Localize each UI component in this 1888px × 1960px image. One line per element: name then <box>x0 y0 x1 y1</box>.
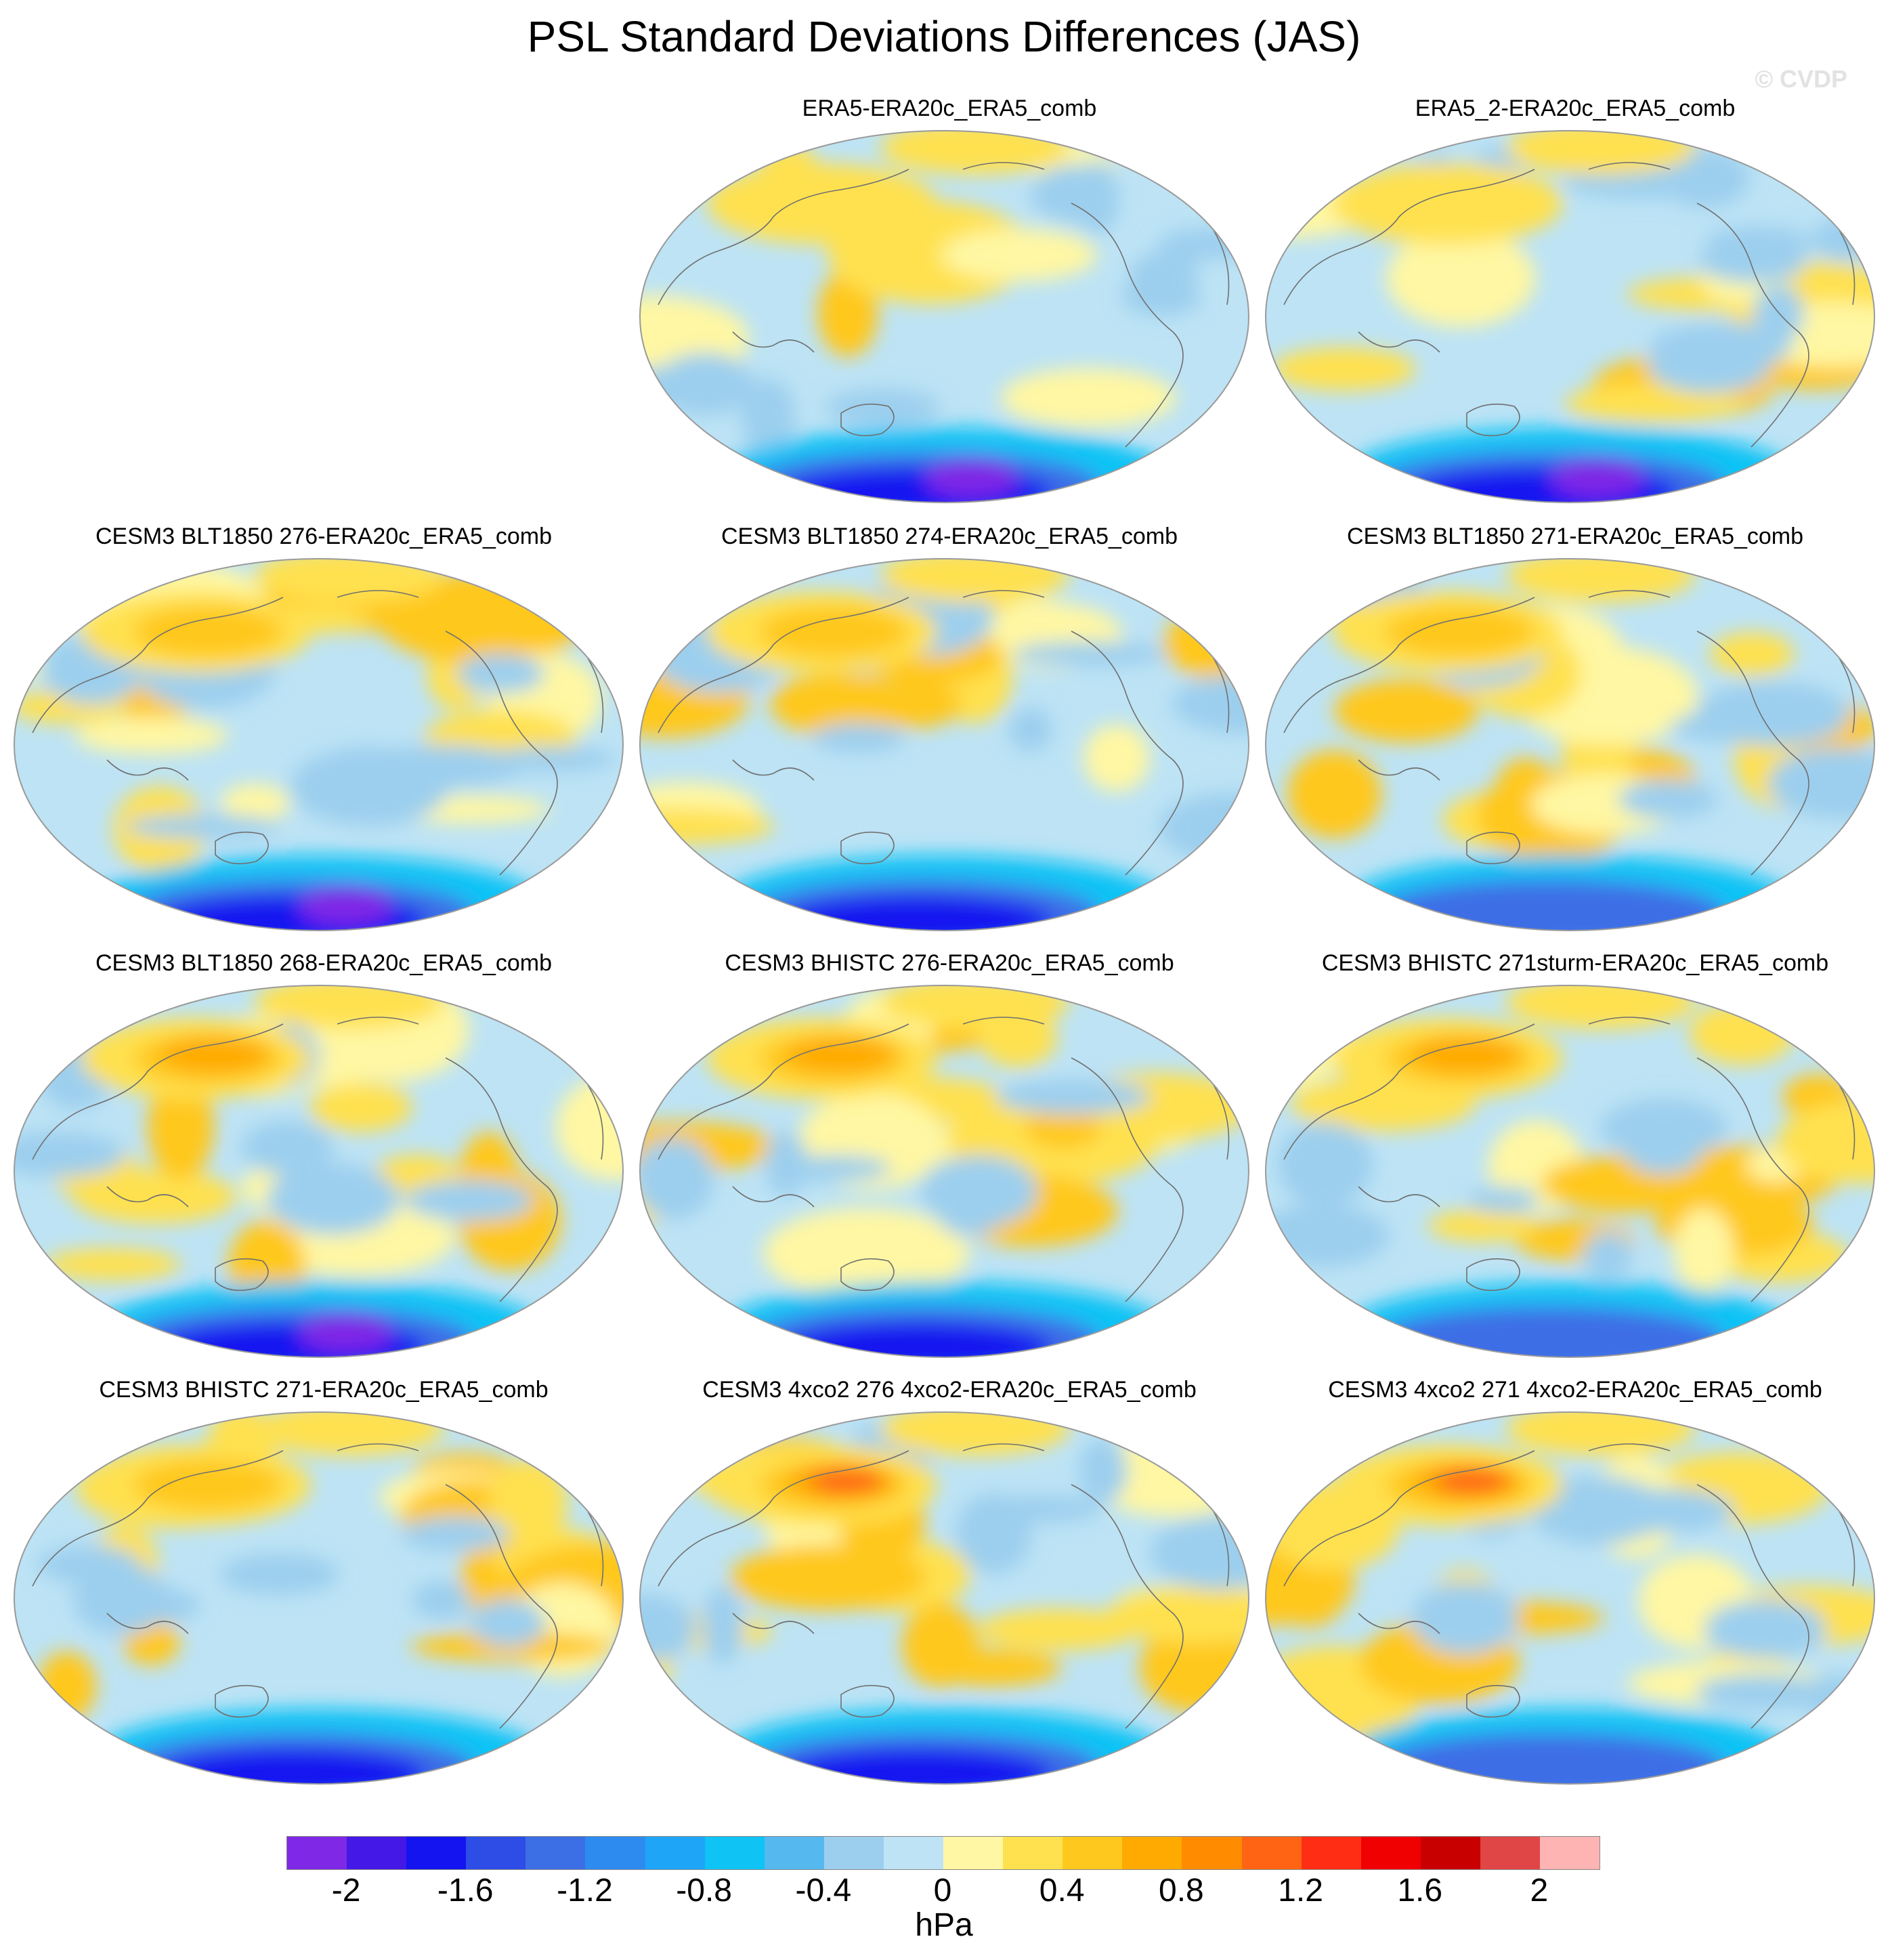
colorbar-swatch <box>1241 1837 1302 1869</box>
colorbar-tick-label: -0.8 <box>676 1873 732 1909</box>
colorbar-swatch <box>1003 1837 1063 1869</box>
colorbar-swatch <box>287 1837 347 1869</box>
colorbar-swatch <box>1063 1837 1123 1869</box>
colorbar-swatch <box>347 1837 407 1869</box>
world-map <box>639 985 1249 1358</box>
panel-title: ERA5_2-ERA20c_ERA5_comb <box>1415 95 1736 121</box>
panel-title: CESM3 4xco2 271 4xco2-ERA20c_ERA5_comb <box>1328 1377 1822 1403</box>
world-map <box>1265 130 1875 503</box>
empty-panel <box>12 95 635 515</box>
map-panel: CESM3 4xco2 271 4xco2-ERA20c_ERA5_comb <box>1264 1376 1887 1796</box>
panel-title: CESM3 BLT1850 274-ERA20c_ERA5_comb <box>721 524 1178 549</box>
map-panel: CESM3 BLT1850 268-ERA20c_ERA5_comb <box>12 950 635 1369</box>
world-map <box>14 985 624 1358</box>
colorbar-units-label: hPa <box>915 1907 973 1943</box>
world-map <box>14 558 624 931</box>
world-map <box>639 130 1249 503</box>
colorbar-swatch <box>1122 1837 1182 1869</box>
colorbar-tick-label: -1.2 <box>557 1873 613 1909</box>
colorbar-tick-label: 1.2 <box>1278 1873 1323 1909</box>
panel-title: CESM3 BHISTC 271sturm-ERA20c_ERA5_comb <box>1321 950 1829 976</box>
panel-title: ERA5-ERA20c_ERA5_comb <box>802 95 1097 121</box>
colorbar-swatch <box>1420 1837 1480 1869</box>
map-panel: CESM3 BHISTC 276-ERA20c_ERA5_comb <box>638 950 1261 1369</box>
map-panel: CESM3 BLT1850 274-ERA20c_ERA5_comb <box>638 523 1261 943</box>
world-map <box>1265 558 1875 931</box>
world-map <box>1265 985 1875 1358</box>
colorbar-tick-label: 2 <box>1530 1873 1549 1909</box>
map-panel: ERA5_2-ERA20c_ERA5_comb <box>1264 95 1887 515</box>
map-panel: CESM3 BLT1850 271-ERA20c_ERA5_comb <box>1264 523 1887 943</box>
panel-title: CESM3 BLT1850 271-ERA20c_ERA5_comb <box>1346 524 1804 549</box>
panel-title: CESM3 4xco2 276 4xco2-ERA20c_ERA5_comb <box>702 1377 1197 1403</box>
colorbar-swatch <box>823 1837 884 1869</box>
colorbar <box>286 1836 1600 1870</box>
map-panel: CESM3 BHISTC 271-ERA20c_ERA5_comb <box>12 1376 635 1796</box>
figure-title: PSL Standard Deviations Differences (JAS… <box>527 12 1361 61</box>
colorbar-tick-label: 1.6 <box>1397 1873 1443 1909</box>
colorbar-swatch <box>525 1837 586 1869</box>
panel-title: CESM3 BLT1850 276-ERA20c_ERA5_comb <box>95 524 553 549</box>
colorbar-tick-labels: -2 -1.6 -1.2 -0.8 -0.4 0 0.4 0.8 1.2 1.6 2 <box>286 1873 1599 1909</box>
colorbar-swatch <box>1182 1837 1242 1869</box>
colorbar-swatch <box>1360 1837 1421 1869</box>
colorbar-swatch <box>883 1837 944 1869</box>
colorbar-swatch <box>1480 1837 1540 1869</box>
panel-title: CESM3 BHISTC 271-ERA20c_ERA5_comb <box>99 1377 549 1403</box>
colorbar-swatch <box>1539 1837 1600 1869</box>
panel-title: CESM3 BLT1850 268-ERA20c_ERA5_comb <box>95 950 553 976</box>
world-map <box>639 558 1249 931</box>
map-panel: CESM3 BLT1850 276-ERA20c_ERA5_comb <box>12 523 635 943</box>
colorbar-swatch <box>764 1837 824 1869</box>
colorbar-swatch <box>406 1837 467 1869</box>
colorbar-tick-label: 0 <box>933 1873 952 1909</box>
colorbar-tick-label: -0.4 <box>795 1873 852 1909</box>
world-map <box>639 1411 1249 1785</box>
map-panel: CESM3 BHISTC 271sturm-ERA20c_ERA5_comb <box>1264 950 1887 1369</box>
colorbar-tick-label: 0.8 <box>1158 1873 1204 1909</box>
world-map <box>14 1411 624 1785</box>
colorbar-tick-label: -2 <box>331 1873 361 1909</box>
colorbar-swatch <box>704 1837 765 1869</box>
watermark: © CVDP <box>1755 65 1847 93</box>
colorbar-tick-label: -1.6 <box>437 1873 494 1909</box>
colorbar-swatch <box>585 1837 645 1869</box>
world-map <box>1265 1411 1875 1785</box>
colorbar-swatch <box>943 1837 1004 1869</box>
map-panel: CESM3 4xco2 276 4xco2-ERA20c_ERA5_comb <box>638 1376 1261 1796</box>
map-panel: ERA5-ERA20c_ERA5_comb <box>638 95 1261 515</box>
panel-title: CESM3 BHISTC 276-ERA20c_ERA5_comb <box>725 950 1174 976</box>
colorbar-tick-label: 0.4 <box>1039 1873 1085 1909</box>
colorbar-swatch <box>645 1837 705 1869</box>
colorbar-swatch <box>466 1837 526 1869</box>
colorbar-swatch <box>1301 1837 1361 1869</box>
